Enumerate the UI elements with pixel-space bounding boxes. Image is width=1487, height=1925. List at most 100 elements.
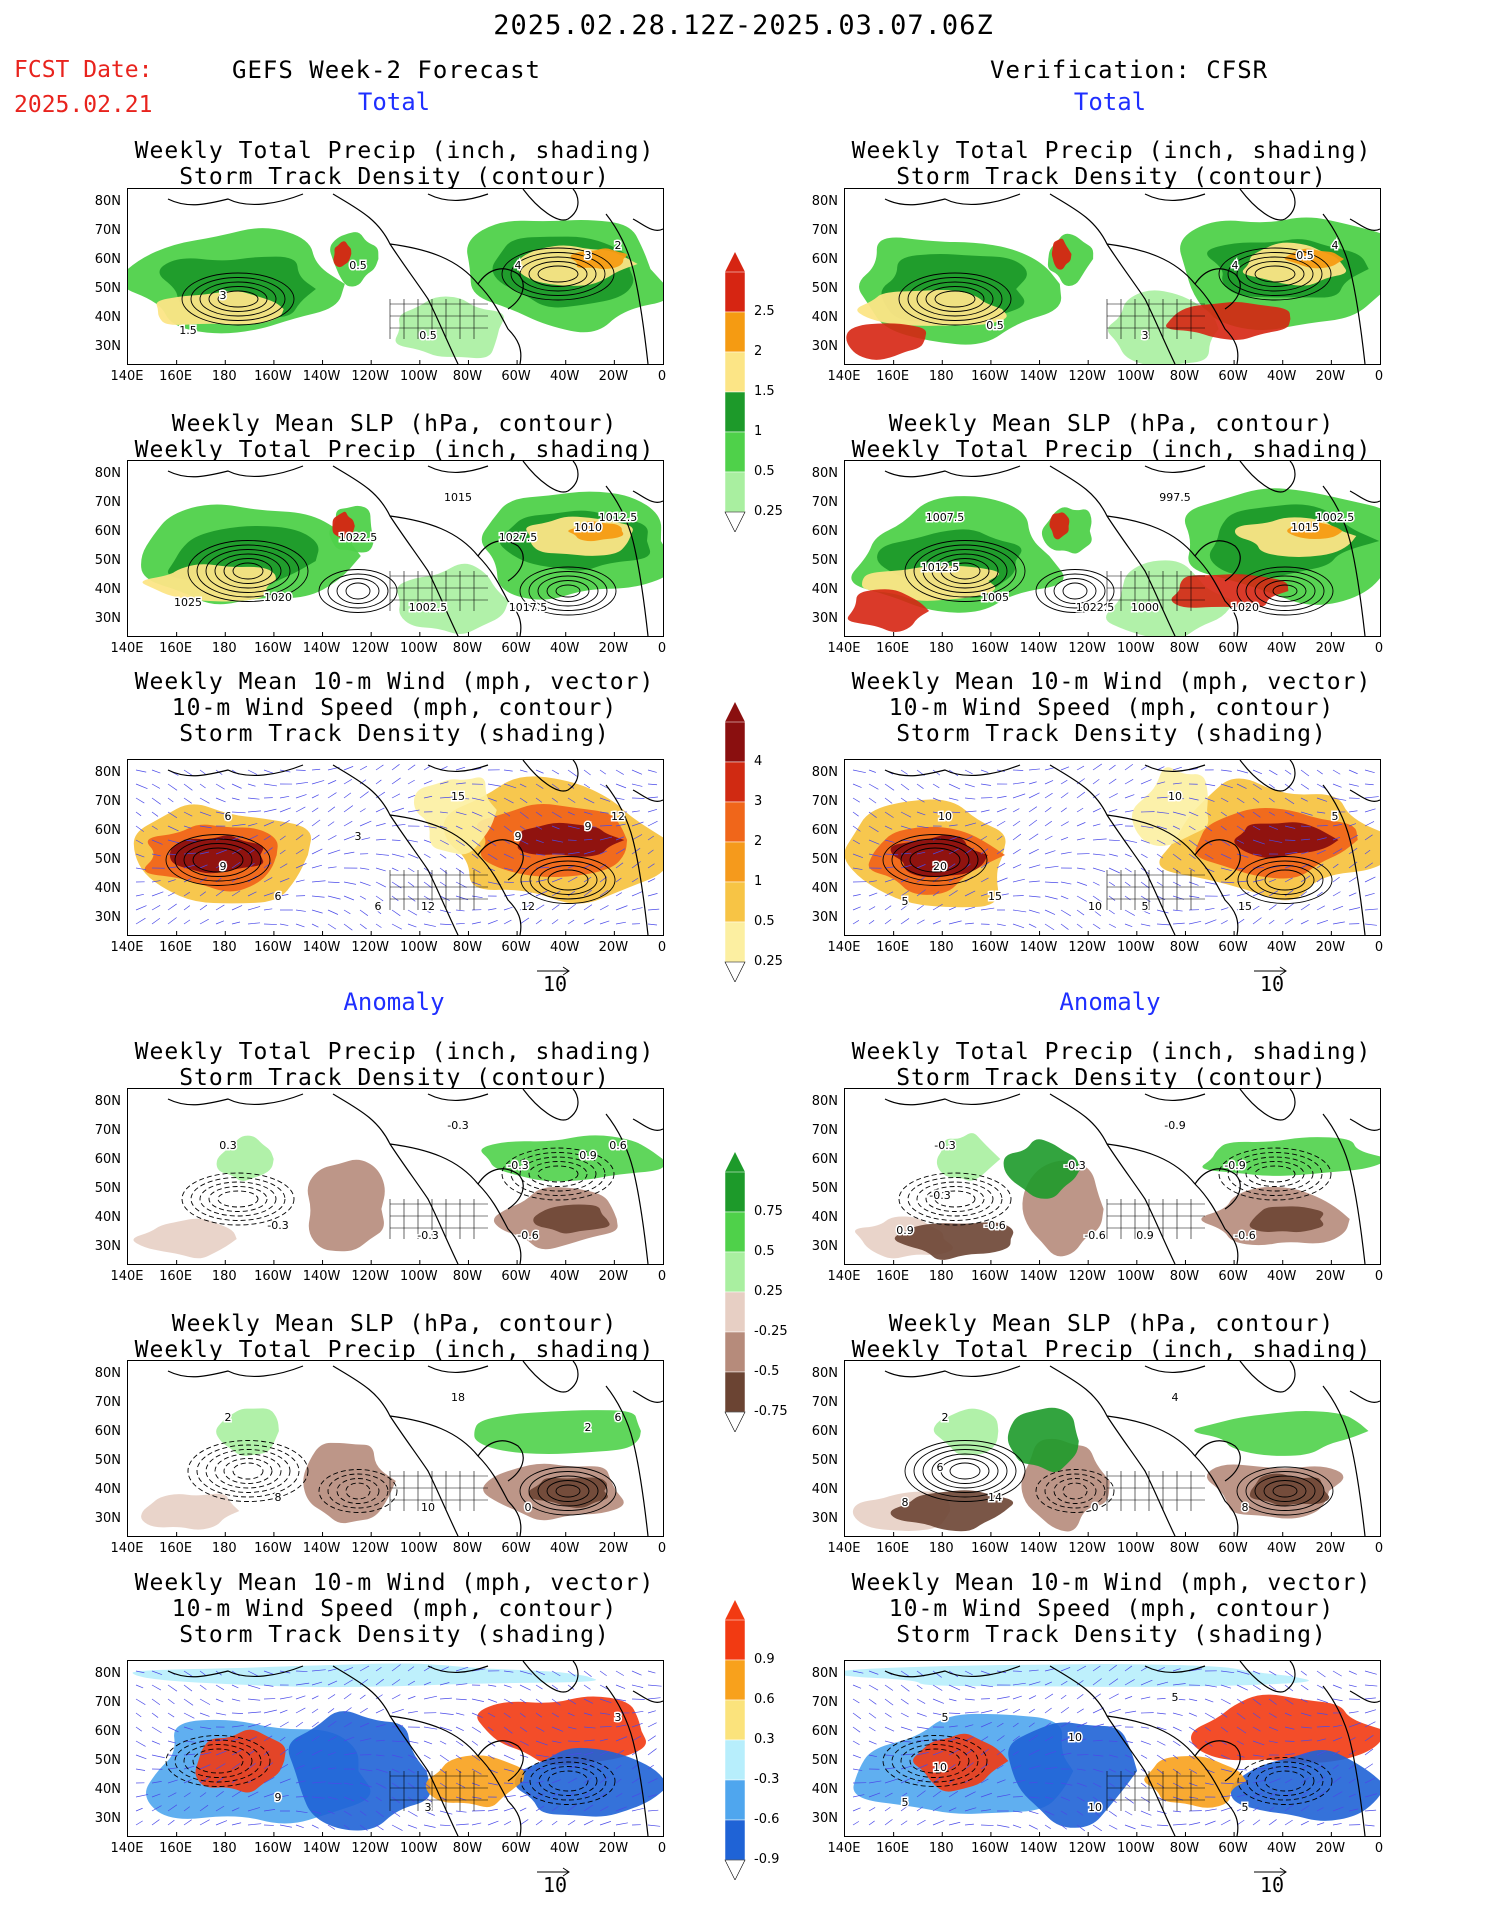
- wind-vector: [503, 1712, 511, 1718]
- wind-vector: [231, 1712, 243, 1714]
- wind-vector: [503, 825, 513, 833]
- wind-vector: [231, 1725, 244, 1728]
- colorbar-storm-anomaly: [724, 1600, 746, 1881]
- wind-vector: [1316, 837, 1327, 841]
- panel-title-line: Weekly Mean SLP (hPa, contour): [888, 411, 1335, 437]
- lon-label: 60W: [1218, 1841, 1248, 1856]
- wind-vector: [852, 1698, 860, 1704]
- wind-vector: [1156, 1824, 1169, 1827]
- wind-vector: [1364, 821, 1375, 827]
- wind-vector: [1028, 1810, 1039, 1815]
- slp-contour: [1236, 566, 1334, 616]
- wind-vector: [135, 1768, 146, 1771]
- precip-shading: [332, 511, 355, 539]
- wind-vector: [1172, 853, 1182, 861]
- wind-vector: [327, 1767, 337, 1770]
- wind-vector: [980, 861, 990, 869]
- wind-vector: [263, 1793, 275, 1798]
- wind-vector: [1332, 1791, 1343, 1798]
- precip-anomaly-shading: [933, 1408, 999, 1456]
- wind-vector: [471, 797, 485, 802]
- wind-vector: [647, 1748, 657, 1756]
- wind-vector: [423, 1754, 431, 1759]
- wind-vector: [311, 1669, 326, 1672]
- coastline: [605, 1385, 649, 1536]
- wind-vector: [1044, 1766, 1058, 1770]
- wind-vector: [455, 1810, 467, 1813]
- storm-density-contour: [519, 256, 597, 292]
- wind-vector: [1108, 923, 1116, 928]
- slp-contour: [537, 1475, 599, 1507]
- wind-vector: [1044, 835, 1053, 841]
- coastline: [332, 1365, 459, 1536]
- lon-label: 160E: [159, 1541, 193, 1556]
- wind-vector: [1268, 919, 1275, 925]
- contour-label: 10: [1168, 790, 1182, 803]
- wind-vector: [407, 1710, 418, 1714]
- wind-vector: [1300, 851, 1309, 855]
- wind-vector: [1060, 881, 1072, 885]
- wind-vector: [1108, 1664, 1117, 1672]
- wind-vector: [1300, 1805, 1310, 1812]
- coastline: [632, 1118, 663, 1131]
- panel-title-line: Storm Track Density (contour): [179, 1065, 610, 1091]
- coastline: [522, 189, 579, 221]
- wind-vector: [1204, 881, 1217, 885]
- wind-vector: [231, 861, 241, 869]
- wind-vector: [1284, 797, 1295, 805]
- wind-vector: [551, 825, 560, 830]
- lon-label: 0: [1374, 641, 1384, 656]
- wind-vector: [535, 1805, 545, 1812]
- lon-label: 60W: [501, 641, 531, 656]
- wind-vector: [567, 1792, 574, 1798]
- wind-vector: [503, 1807, 514, 1812]
- wind-vector: [900, 783, 910, 791]
- lon-label: 0: [1374, 1841, 1384, 1856]
- wind-vector: [343, 1810, 352, 1816]
- coastline: [1049, 465, 1176, 636]
- wind-vector: [503, 1670, 514, 1673]
- colorbar-label: 0.9: [754, 1652, 775, 1667]
- panel-title: Weekly Mean SLP (hPa, contour) Weekly Tot…: [832, 1311, 1392, 1363]
- lon-label: 140W: [1019, 641, 1058, 656]
- wind-vector: [439, 1768, 446, 1774]
- wind-vector: [615, 848, 626, 855]
- contour-label: 12: [421, 900, 435, 913]
- wind-vector: [199, 1764, 211, 1770]
- coastline: [1194, 540, 1241, 582]
- wind-vector: [599, 1738, 608, 1742]
- contour-label: 10: [1088, 900, 1102, 913]
- coastline: [522, 1361, 579, 1393]
- lon-label: 0: [1374, 369, 1384, 384]
- wind-vector: [1060, 1706, 1070, 1714]
- wind-vector: [1284, 851, 1298, 855]
- wind-vector: [1284, 1726, 1295, 1730]
- wind-vector: [1188, 1698, 1198, 1702]
- storm-density-contour: [181, 272, 295, 326]
- lon-label: 40W: [550, 1541, 580, 1556]
- contour-label: 1022.5: [339, 531, 378, 544]
- wind-vector: [900, 904, 909, 911]
- lat-label: 30N: [94, 910, 121, 925]
- precip-shading: [333, 241, 352, 268]
- wind-vector: [980, 821, 992, 827]
- wind-vector: [1300, 1726, 1313, 1729]
- wind-vector: [996, 1764, 1004, 1770]
- colorbar-segment: [724, 1619, 746, 1661]
- wind-vector: [455, 1726, 464, 1731]
- colorbar-segment: [724, 351, 746, 393]
- lon-label: 180: [211, 1541, 237, 1556]
- wind-vector: [1332, 783, 1342, 788]
- wind-vector: [535, 1698, 543, 1704]
- wind-vector: [1188, 1726, 1198, 1733]
- wind-vector: [1012, 1708, 1021, 1714]
- lon-label: 20W: [1315, 940, 1346, 955]
- wind-vector: [455, 766, 466, 771]
- wind-vector: [151, 853, 161, 857]
- wind-vector: [439, 1740, 447, 1745]
- slp-contour: [922, 549, 1008, 593]
- wind-vector: [1284, 1753, 1295, 1756]
- wind-vector: [359, 765, 368, 771]
- wind-vector: [199, 1684, 207, 1690]
- wind-vector: [1284, 825, 1296, 829]
